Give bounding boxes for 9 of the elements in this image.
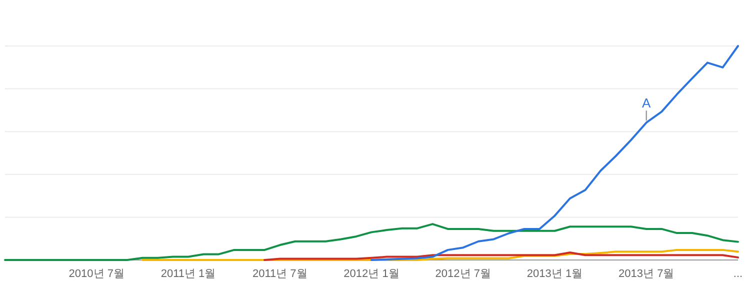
x-tick-label: 2011년 1월 — [160, 268, 216, 280]
x-tick-label: 2012년 7월 — [435, 268, 491, 280]
x-tick-label: ... — [733, 268, 743, 280]
x-tick-label: 2010년 7월 — [68, 268, 124, 280]
x-tick-label: 2013년 7월 — [618, 268, 674, 280]
x-tick-label: 2012년 1월 — [344, 268, 400, 280]
x-tick-label: 2011년 7월 — [252, 268, 308, 280]
annotation: A — [642, 96, 652, 111]
x-tick-label: 2013년 1월 — [526, 268, 583, 280]
